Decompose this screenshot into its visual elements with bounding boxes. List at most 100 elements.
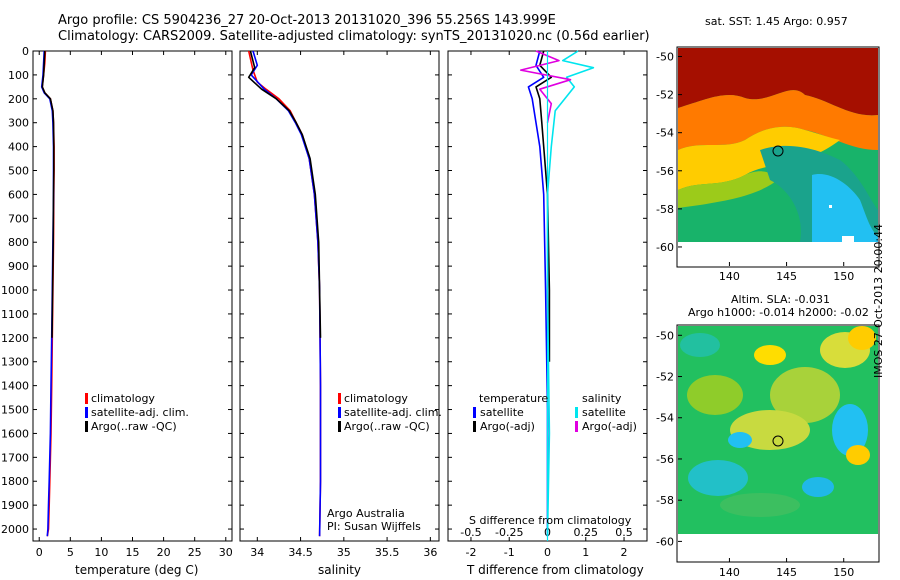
depth-tick-label: 1900 <box>1 499 29 512</box>
depth-tick-label: 600 <box>8 188 29 201</box>
salinity-series-line <box>250 50 322 537</box>
sla-map-title-line1: Altim. SLA: -0.031 <box>731 293 831 306</box>
sst-map-xtick-label: 140 <box>719 270 740 283</box>
imos-timestamp: IMOS 27-Oct-2013 20:00:44 <box>872 223 885 378</box>
salinity-xtick-label: 35.5 <box>375 546 400 559</box>
salinity-legend-satellite-adj: satellite-adj. clim. <box>344 406 442 419</box>
sla-map-ytick-label: -54 <box>656 412 674 425</box>
sla-map <box>676 324 880 563</box>
temperature-xtick-label: 30 <box>219 546 233 559</box>
salinity-xlabel: salinity <box>318 563 362 577</box>
salinity-xtick-label: 34 <box>250 546 264 559</box>
depth-tick-label: 900 <box>8 260 29 273</box>
salinity-legend-swatch <box>338 407 341 418</box>
sst-map-xtick-label: 145 <box>776 270 797 283</box>
difference-legend-swatch <box>575 421 578 432</box>
plot-layer: 0 5 10 15 20 25 300100200300400500600700800900… <box>1 45 854 579</box>
depth-tick-label: 1700 <box>1 451 29 464</box>
sla-map-ytick-label: -52 <box>656 371 674 384</box>
depth-tick-label: 1400 <box>1 380 29 393</box>
difference-xlabel: T difference from climatology <box>467 563 644 577</box>
salinity-xtick-label: 34.5 <box>288 546 313 559</box>
salinity-xtick-label: 35 <box>337 546 351 559</box>
sst-map-ytick-label: -58 <box>656 203 674 216</box>
salinity-panel-frame <box>239 50 440 542</box>
sst-map-title: sat. SST: 1.45 Argo: 0.957 <box>705 15 848 28</box>
sst-map-ytick-label: -52 <box>656 89 674 102</box>
difference-xtick-label: 2 <box>621 546 628 559</box>
depth-tick-label: 1200 <box>1 332 29 345</box>
difference-xtick-label: -2 <box>465 546 476 559</box>
temperature-xtick-label: 0 <box>36 546 43 559</box>
depth-tick-label: 200 <box>8 93 29 106</box>
temperature-legend-swatch <box>85 393 88 404</box>
depth-tick-label: 1100 <box>1 308 29 321</box>
difference-x2tick-label: -0.5 <box>460 526 481 539</box>
depth-tick-label: 800 <box>8 236 29 249</box>
sla-map-ytick-label: -56 <box>656 453 674 466</box>
sla-map-xtick-label: 145 <box>776 566 797 579</box>
salinity-legend-argo: Argo(..raw -QC) <box>344 420 430 433</box>
salinity-annotation-line2: PI: Susan Wijffels <box>327 520 421 533</box>
temperature-xtick-label: 25 <box>188 546 202 559</box>
temperature-series-line <box>41 50 55 338</box>
sla-map-ytick-label: -60 <box>656 535 674 548</box>
sst-map-ytick-label: -54 <box>656 127 674 140</box>
difference-series-line <box>546 50 595 537</box>
temperature-xtick-label: 15 <box>126 546 140 559</box>
temperature-xtick-label: 20 <box>157 546 171 559</box>
difference-x2tick-label: -0.25 <box>495 526 523 539</box>
sst-map-ytick-label: -50 <box>656 51 674 64</box>
sla-map-xtick-label: 140 <box>719 566 740 579</box>
temperature-panel-frame <box>32 50 233 542</box>
salinity-xtick-label: 36 <box>423 546 437 559</box>
sla-map-ytick-label: -58 <box>656 494 674 507</box>
depth-tick-label: 700 <box>8 212 29 225</box>
difference-xtick-label: -1 <box>504 546 515 559</box>
difference-legend-temp-argo: Argo(-adj) <box>480 420 535 433</box>
salinity-series-line <box>247 50 322 338</box>
difference-legend-swatch <box>473 421 476 432</box>
sst-map-ytick-label: -60 <box>656 241 674 254</box>
salinity-legend-swatch <box>338 421 341 432</box>
depth-tick-label: 300 <box>8 117 29 130</box>
difference-xtick-label: 0 <box>544 546 551 559</box>
salinity-annotation-line1: Argo Australia <box>327 507 405 520</box>
depth-tick-label: 1300 <box>1 356 29 369</box>
difference-x2tick-label: 0.25 <box>574 526 599 539</box>
sla-map-title-line2: Argo h1000: -0.014 h2000: -0.02 <box>688 306 869 319</box>
figure-title-line2: Climatology: CARS2009. Satellite-adjuste… <box>58 29 650 44</box>
depth-tick-label: 500 <box>8 165 29 178</box>
figure-title-line1: Argo profile: CS 5904236_27 20-Oct-2013 … <box>58 13 556 28</box>
temperature-legend-swatch <box>85 407 88 418</box>
temperature-legend-argo: Argo(..raw -QC) <box>91 420 177 433</box>
difference-series-line <box>535 50 553 362</box>
difference-legend-temp-satellite: satellite <box>480 406 524 419</box>
temperature-legend-swatch <box>85 421 88 432</box>
sst-map <box>676 46 880 268</box>
sla-map-ytick-label: -50 <box>656 329 674 342</box>
difference-legend-temperature-header: temperature <box>479 392 549 405</box>
temperature-legend-climatology: climatology <box>91 392 155 405</box>
depth-tick-label: 1800 <box>1 475 29 488</box>
sst-map-xtick-label: 150 <box>833 270 854 283</box>
difference-legend-sal-satellite: satellite <box>582 406 626 419</box>
difference-legend-swatch <box>575 407 578 418</box>
salinity-legend-swatch <box>338 393 341 404</box>
depth-tick-label: 1000 <box>1 284 29 297</box>
temperature-xtick-label: 5 <box>67 546 74 559</box>
difference-legend-salinity-header: salinity <box>582 392 622 405</box>
depth-tick-label: 100 <box>8 69 29 82</box>
depth-tick-label: 2000 <box>1 523 29 536</box>
sst-map-ytick-label: -56 <box>656 165 674 178</box>
temperature-xtick-label: 10 <box>94 546 108 559</box>
temperature-legend-satellite-adj: satellite-adj. clim. <box>91 406 189 419</box>
difference-legend-swatch <box>473 407 476 418</box>
difference-x2tick-label: 0.5 <box>615 526 633 539</box>
depth-tick-label: 400 <box>8 141 29 154</box>
salinity-legend-climatology: climatology <box>344 392 408 405</box>
difference-x2label: S difference from climatology <box>469 514 632 527</box>
depth-tick-label: 0 <box>22 45 29 58</box>
sla-map-xtick-label: 150 <box>833 566 854 579</box>
